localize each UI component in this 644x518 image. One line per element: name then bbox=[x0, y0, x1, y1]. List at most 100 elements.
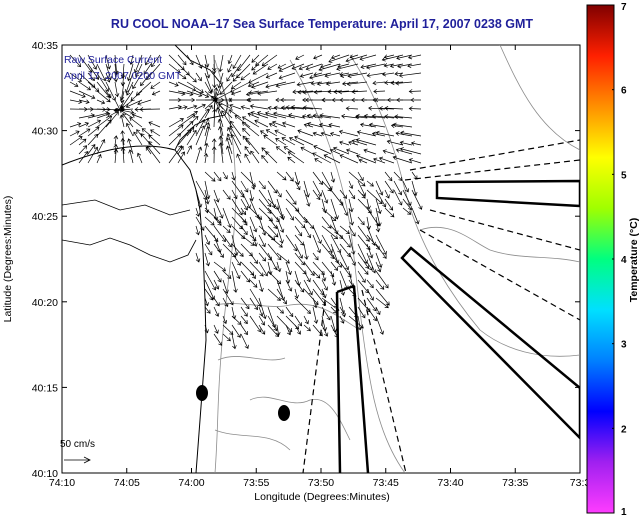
current-vector-arrow bbox=[338, 129, 359, 137]
current-vector-arrow bbox=[204, 288, 214, 301]
current-vector-arrow bbox=[78, 72, 96, 88]
current-vector-arrow bbox=[265, 81, 287, 89]
legend-line-1: Raw Surface Current bbox=[64, 54, 162, 66]
current-vector-arrow bbox=[151, 54, 161, 68]
bathymetry-contours bbox=[214, 45, 580, 473]
current-vector-arrow bbox=[313, 54, 323, 60]
current-vector-arrow bbox=[294, 225, 303, 237]
current-vector-arrow bbox=[303, 288, 319, 305]
current-vector-arrow bbox=[231, 252, 241, 266]
current-vector-arrow bbox=[241, 121, 260, 137]
current-vector-arrow bbox=[69, 136, 83, 146]
current-vector-arrow bbox=[294, 324, 301, 335]
current-vector-arrow bbox=[302, 90, 323, 95]
current-vector-arrow bbox=[222, 234, 232, 248]
current-vector-arrow bbox=[276, 288, 287, 305]
current-vector-arrow bbox=[240, 234, 255, 246]
current-vector-arrow bbox=[186, 104, 198, 110]
current-vector-arrow bbox=[351, 139, 368, 146]
current-vector-arrow bbox=[366, 297, 377, 312]
current-vector-arrow bbox=[375, 243, 387, 259]
current-vector-arrow bbox=[339, 225, 350, 235]
current-vector-arrow bbox=[285, 198, 300, 212]
current-vector-arrow bbox=[204, 81, 212, 94]
current-vector-arrow bbox=[267, 63, 278, 70]
x-axis-label: Longitude (Degrees:Minutes) bbox=[254, 491, 389, 503]
current-vector-arrow bbox=[320, 131, 332, 137]
current-vector-arrow bbox=[375, 198, 382, 215]
colorbar-tick-label: 6 bbox=[621, 86, 627, 97]
current-vector-arrow bbox=[375, 279, 385, 290]
current-vector-arrow bbox=[177, 90, 194, 97]
current-vector-arrow bbox=[249, 261, 264, 277]
scale-arrow bbox=[64, 456, 91, 464]
current-vector-arrow bbox=[240, 180, 249, 193]
current-vector-arrow bbox=[250, 150, 260, 164]
current-vector-arrow bbox=[330, 297, 338, 308]
current-vector-arrow bbox=[393, 189, 403, 206]
current-vector-arrow bbox=[213, 306, 220, 317]
current-vector-arrow bbox=[294, 243, 304, 259]
current-vector-arrow bbox=[131, 113, 143, 119]
current-vector-arrow bbox=[249, 252, 258, 265]
current-vector-arrow bbox=[330, 306, 338, 314]
current-vector-arrow bbox=[366, 252, 377, 274]
current-vector-arrow bbox=[231, 315, 242, 325]
current-vector-arrow bbox=[407, 54, 422, 60]
current-vector-arrow bbox=[285, 315, 300, 330]
current-vector-arrow bbox=[384, 207, 395, 218]
current-vector-arrow bbox=[297, 89, 314, 95]
current-vector-arrow bbox=[366, 288, 374, 301]
current-vector-arrow bbox=[366, 63, 386, 70]
current-vector-arrow bbox=[366, 243, 374, 259]
current-vector-arrow bbox=[330, 171, 336, 183]
current-vector-arrow bbox=[312, 270, 321, 279]
current-vector-arrow bbox=[359, 54, 377, 61]
current-vector-arrow bbox=[213, 270, 222, 283]
current-vector-arrow bbox=[69, 130, 80, 137]
current-vector-arrow bbox=[325, 81, 341, 86]
current-vector-arrow bbox=[231, 189, 238, 200]
current-vector-arrow bbox=[87, 119, 102, 128]
current-vector-arrow bbox=[96, 153, 102, 164]
current-vector-arrow bbox=[348, 225, 356, 237]
current-vector-arrow bbox=[375, 234, 387, 256]
current-vector-arrow bbox=[135, 81, 152, 96]
current-vector-arrow bbox=[357, 270, 366, 283]
current-vector-arrow bbox=[148, 121, 161, 128]
current-vector-arrow bbox=[195, 146, 203, 164]
y-tick-label: 40:35 bbox=[32, 40, 58, 52]
current-vector-arrow bbox=[204, 297, 209, 307]
current-vector-arrow bbox=[321, 288, 327, 299]
current-vector-arrow bbox=[312, 288, 327, 306]
current-vector-arrow bbox=[398, 72, 422, 78]
current-vector-arrow bbox=[229, 103, 242, 110]
current-vector-arrow bbox=[186, 145, 193, 155]
current-vector-arrow bbox=[395, 131, 413, 137]
sample-marker bbox=[196, 385, 208, 401]
y-tick-label: 40:30 bbox=[32, 126, 58, 138]
current-vector-arrow bbox=[339, 234, 351, 248]
current-vector-arrow bbox=[124, 72, 134, 94]
current-vector-arrow bbox=[245, 90, 269, 97]
current-vector-arrow bbox=[347, 72, 368, 79]
current-vector-arrow bbox=[368, 122, 386, 128]
current-vector-arrow bbox=[119, 109, 134, 119]
current-vector-arrow bbox=[330, 198, 339, 220]
current-vector-arrow bbox=[204, 125, 211, 146]
current-vector-arrow bbox=[87, 133, 99, 146]
current-vector-arrow bbox=[211, 146, 217, 164]
current-vector-arrow bbox=[324, 72, 341, 78]
current-vector-arrow bbox=[411, 171, 418, 180]
colorbar-tick-label: 4 bbox=[621, 255, 627, 266]
current-vector-arrow bbox=[78, 151, 89, 164]
current-vector-arrow bbox=[258, 279, 264, 293]
current-vector-arrow bbox=[177, 81, 197, 92]
x-ticks: 74:10 74:05 74:00 73:55 73:50 73:45 73:40 73:35… bbox=[49, 45, 590, 489]
current-vector-arrow bbox=[294, 279, 305, 293]
current-vector-arrow bbox=[276, 189, 282, 198]
current-vector-arrow bbox=[355, 138, 377, 146]
current-vector-arrow bbox=[136, 152, 143, 164]
current-vector-arrow bbox=[339, 270, 349, 290]
current-vector-arrow bbox=[249, 270, 256, 280]
